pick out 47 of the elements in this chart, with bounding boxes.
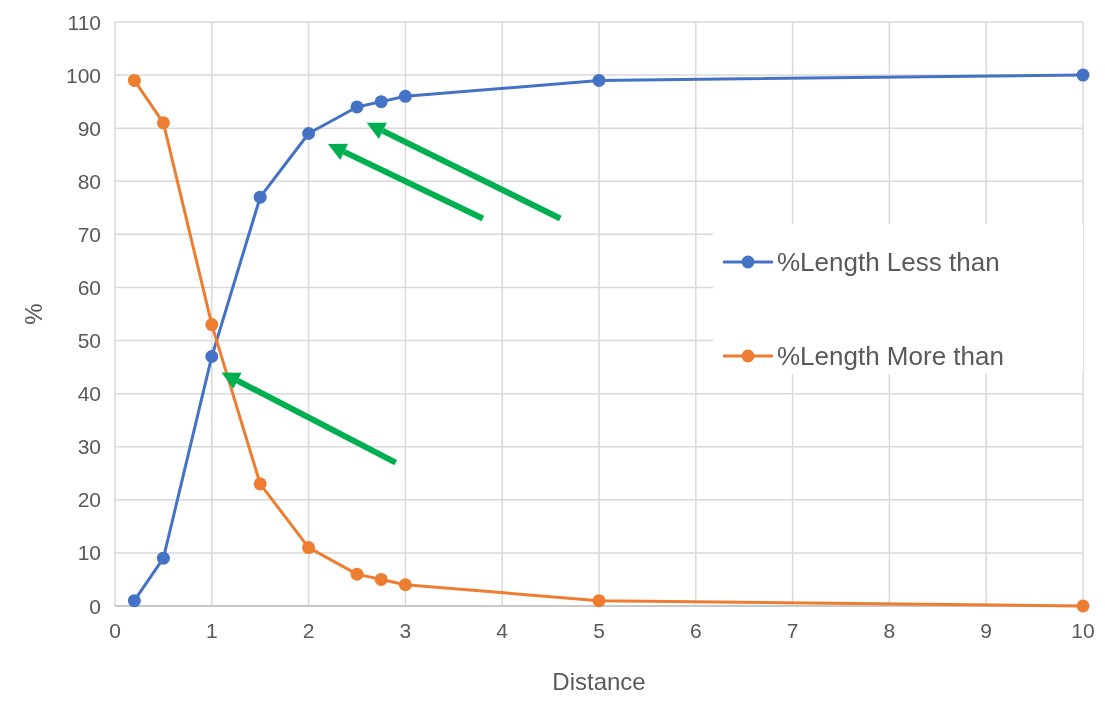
point [205, 318, 219, 332]
y-tick-label: 80 [77, 169, 101, 193]
y-axis-title: % [20, 303, 47, 325]
point [592, 73, 606, 87]
point [302, 541, 316, 555]
x-tick-label: 3 [399, 619, 412, 642]
point [127, 73, 141, 87]
point [398, 578, 412, 592]
x-tick-label: 2 [302, 619, 315, 642]
point [350, 567, 364, 581]
point [127, 594, 141, 608]
x-tick-label: 8 [883, 619, 896, 642]
legend-label: %Length Less than [777, 247, 1000, 277]
y-tick-label: 10 [77, 541, 101, 565]
point [253, 190, 267, 204]
y-tick-label: 20 [77, 488, 101, 512]
x-tick-label: 4 [496, 619, 509, 642]
y-tick-label: 30 [77, 435, 101, 459]
y-tick-label: 60 [77, 275, 101, 299]
point [350, 100, 364, 114]
y-tick-label: 40 [77, 382, 101, 406]
point [1076, 68, 1090, 82]
point [156, 116, 170, 130]
y-tick-label: 90 [77, 116, 101, 140]
point [253, 477, 267, 491]
y-tick-label: 70 [77, 222, 101, 246]
point [592, 594, 606, 608]
x-tick-label: 1 [205, 619, 218, 642]
x-tick-label: 5 [593, 619, 605, 642]
legend-label: %Length More than [777, 341, 1004, 371]
x-tick-label: 7 [786, 619, 799, 642]
y-tick-label: 100 [65, 63, 101, 87]
point [205, 349, 219, 363]
point [398, 89, 412, 103]
point [156, 551, 170, 565]
point [374, 572, 388, 586]
y-tick-label: 110 [67, 10, 101, 34]
point [302, 126, 316, 140]
y-tick-label: 0 [89, 594, 101, 618]
y-tick-label: 50 [77, 329, 101, 353]
x-tick-label: 10 [1071, 619, 1095, 642]
x-tick-label: 0 [109, 619, 121, 642]
point [374, 95, 388, 109]
point [1076, 599, 1090, 613]
x-tick-label: 9 [980, 619, 993, 642]
x-tick-label: 6 [689, 619, 702, 642]
x-axis-title: Distance [552, 668, 646, 695]
